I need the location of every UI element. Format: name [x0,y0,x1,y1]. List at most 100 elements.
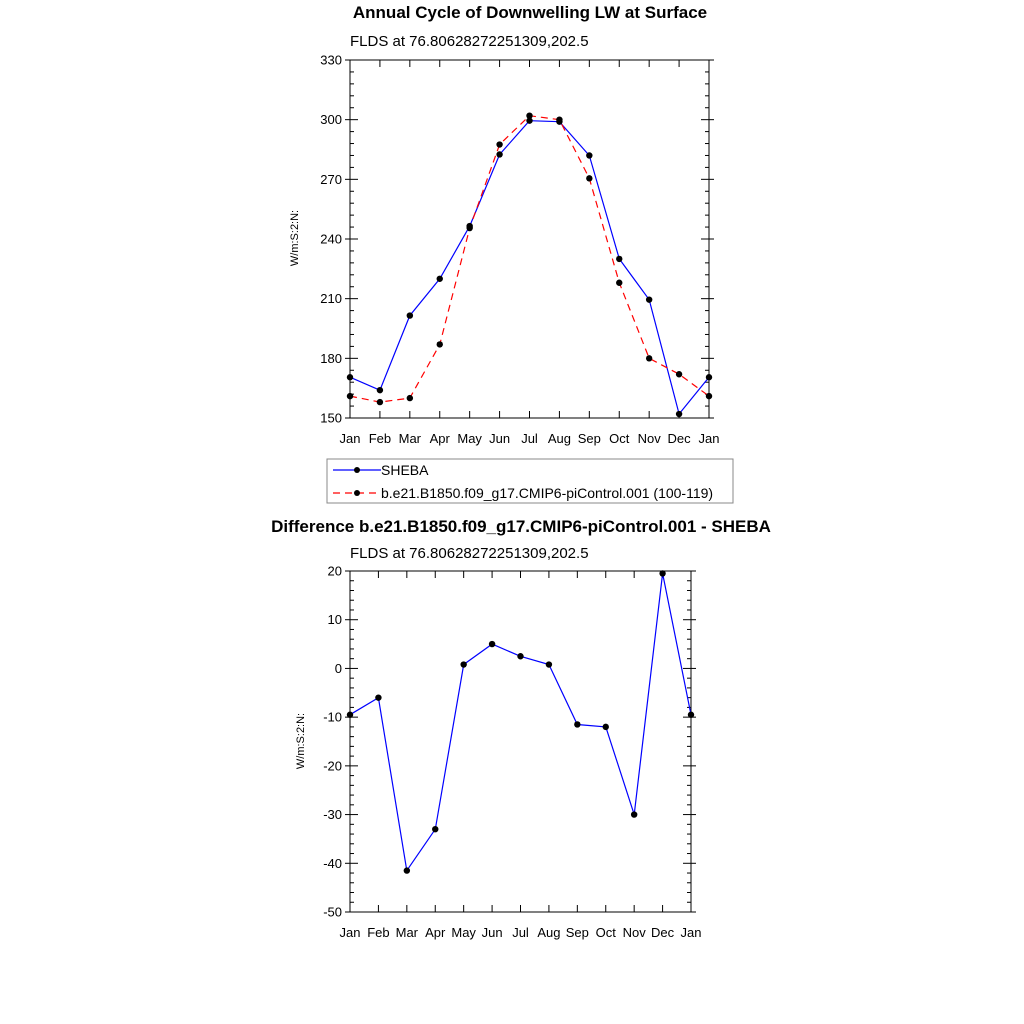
series-line [349,115,710,403]
x-tick-label: Mar [399,431,422,446]
x-tick-label: Nov [638,431,662,446]
y-tick-label: 0 [335,661,342,676]
data-point [496,141,503,148]
data-point [488,640,496,648]
x-tick-label: Jun [489,431,510,446]
legend-label-sheba: SHEBA [381,462,429,478]
x-tick-label: May [451,925,476,940]
data-point [602,723,609,731]
x-tick-label: Sep [578,431,601,446]
x-tick-label: Jul [512,925,529,940]
data-point [526,112,533,119]
difference-chart: Difference b.e21.B1850.f09_g17.CMIP6-piC… [271,517,771,940]
series-line [349,573,692,873]
data-point [675,410,683,418]
legend-box [326,458,734,504]
y-tick-label: 270 [320,172,342,187]
data-point [616,255,623,263]
data-point [616,279,623,286]
x-tick-label: May [457,431,482,446]
y-tick-label: 210 [320,291,342,306]
x-tick-labels: Jan Feb Mar Apr May Jun Jul Aug Sep Oct Nov Dec Jan [340,431,720,446]
data-point [630,811,638,818]
data-point [406,312,414,319]
chart-subtitle: FLDS at 76.80628272251309,202.5 [350,33,589,50]
data-point [496,151,503,158]
y-tick-label: -40 [323,856,342,871]
y-tick-labels: 150 180 210 240 270 300 330 [320,53,342,426]
x-tick-label: Nov [623,925,647,940]
legend-marker-model [354,490,360,496]
y-axis-label: W/m:S:2:N: [295,713,307,769]
data-point [376,398,384,406]
series-lines [349,115,710,416]
y-tick-label: 330 [320,53,342,68]
x-tick-label: Jan [699,431,720,446]
y-tick-label: 150 [320,411,342,426]
data-point [556,116,563,123]
x-tick-label: Jan [340,925,361,940]
y-tick-label: -10 [323,710,342,725]
legend-marker-sheba [354,467,360,473]
data-point [436,275,443,282]
chart-title: Difference b.e21.B1850.f09_g17.CMIP6-piC… [271,517,771,536]
x-tick-label: Jan [340,431,361,446]
data-point [586,152,593,159]
series-markers [346,570,695,874]
chart-title: Annual Cycle of Downwelling LW at Surfac… [353,3,707,22]
data-point [659,570,666,577]
x-tick-label: Feb [369,431,391,446]
data-point [574,721,581,728]
x-tick-label: Apr [425,925,446,940]
x-tick-label: Jan [681,925,702,940]
data-point [432,825,439,833]
data-point [346,374,354,381]
data-point [526,117,533,124]
data-point [406,394,414,402]
series-markers [346,112,713,418]
data-point [645,296,653,303]
data-point [436,341,443,348]
y-tick-label: 20 [328,564,342,579]
y-tick-label: 180 [320,351,342,366]
y-tick-labels: -50 -40 -30 -20 -10 0 10 20 [323,564,342,920]
data-point [687,711,695,718]
legend-label-model: b.e21.B1850.f09_g17.CMIP6-piControl.001 … [381,485,713,501]
data-point [376,386,384,394]
plot-frame [349,570,692,913]
data-point [346,392,354,400]
y-tick-label: 10 [328,612,342,627]
legend: SHEBA b.e21.B1850.f09_g17.CMIP6-piContro… [326,458,734,504]
x-tick-label: Sep [566,925,589,940]
data-point [645,355,653,362]
data-point [460,661,467,668]
series-lines [349,573,692,873]
data-point [375,694,382,701]
x-tick-label: Oct [609,431,630,446]
y-tick-label: -50 [323,905,342,920]
y-tick-label: 300 [320,112,342,127]
x-tick-label: Mar [396,925,419,940]
chart-subtitle: FLDS at 76.80628272251309,202.5 [350,545,589,562]
data-point [675,371,683,378]
data-point [403,867,411,874]
data-point [545,661,553,668]
series-line [349,120,710,416]
data-point [346,711,354,718]
x-tick-label: Feb [367,925,389,940]
data-point [705,392,713,400]
x-tick-labels: Jan Feb Mar Apr May Jun Jul Aug Sep Oct Nov Dec Jan [340,925,702,940]
data-point [517,653,524,660]
y-tick-label: 240 [320,232,342,247]
data-point [466,224,473,232]
x-tick-label: Aug [548,431,571,446]
x-tick-label: Aug [537,925,560,940]
y-axis-label: W/m:S:2:N: [289,210,301,266]
x-tick-label: Dec [668,431,692,446]
x-tick-label: Oct [596,925,617,940]
ticks [345,59,714,419]
x-tick-label: Dec [651,925,675,940]
x-tick-label: Jun [482,925,503,940]
y-tick-label: -30 [323,807,342,822]
